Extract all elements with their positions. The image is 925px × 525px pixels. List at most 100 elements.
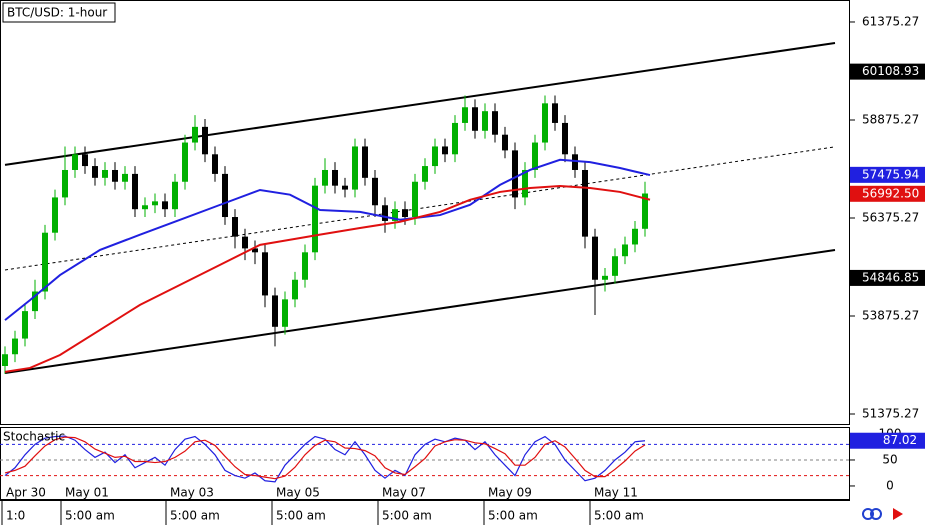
candle-body	[362, 146, 368, 178]
x-tick-time-label: 5:00 am	[382, 509, 432, 523]
candle-body	[532, 142, 538, 170]
candle-body	[502, 134, 508, 151]
stochastic-pane	[0, 427, 850, 500]
candle-body	[52, 197, 58, 233]
candle-body	[102, 169, 108, 178]
candle-body	[292, 279, 298, 300]
candle-body	[572, 154, 578, 170]
candle-body	[92, 166, 98, 178]
candle-body	[302, 252, 308, 280]
candle-body	[542, 103, 548, 143]
candle-body	[382, 205, 388, 221]
chart-title: BTC/USD: 1-hour	[7, 6, 107, 20]
y-tick-label: 51375.27	[862, 407, 919, 421]
title-box	[2, 2, 116, 23]
candle-body	[552, 103, 558, 123]
candle-body	[462, 107, 468, 123]
candle-body	[132, 173, 138, 210]
candle-body	[562, 122, 568, 155]
price-marker-label: 60108.93	[862, 64, 919, 78]
candle-body	[332, 169, 338, 186]
moving-average	[4, 158, 651, 321]
candle-body	[472, 107, 478, 131]
candle-body	[392, 209, 398, 221]
candle-body	[602, 275, 608, 280]
main-pane	[0, 0, 850, 425]
candle-body	[202, 126, 208, 155]
candle-body	[582, 169, 588, 237]
link-icon[interactable]	[870, 508, 882, 520]
x-tick-time-label: 5:00 am	[170, 509, 220, 523]
x-tick-time-label: 5:00 am	[488, 509, 538, 523]
x-tick-label: May 01	[65, 486, 109, 500]
candle-body	[522, 169, 528, 198]
arrow-icon[interactable]	[893, 508, 903, 520]
y-tick-label: 56375.27	[862, 210, 919, 224]
candle-body	[262, 252, 268, 296]
candle-body	[272, 295, 278, 327]
moving-average	[4, 185, 651, 373]
stochastic-line	[4, 435, 646, 483]
candle-body	[422, 166, 428, 182]
y-tick-label: 53875.27	[862, 309, 919, 323]
price-marker	[850, 63, 925, 80]
candle-body	[192, 126, 198, 143]
candle-body	[172, 181, 178, 210]
candle-body	[152, 201, 158, 206]
x-tick-time-label: 1:0	[6, 509, 25, 523]
stochastic-marker-label: 87.02	[883, 433, 917, 447]
candle-body	[342, 185, 348, 190]
candle-body	[232, 217, 238, 237]
x-tick-label: May 09	[488, 486, 532, 500]
candle-body	[22, 311, 28, 339]
candle-body	[222, 173, 228, 218]
link-icon[interactable]	[862, 508, 874, 520]
price-marker-label: 56992.50	[862, 186, 919, 200]
candle-body	[402, 209, 408, 218]
candle-body	[372, 177, 378, 206]
candle-body	[592, 236, 598, 280]
price-marker	[850, 269, 925, 286]
candle-body	[352, 146, 358, 190]
candle-body	[282, 299, 288, 327]
candle-body	[212, 154, 218, 174]
candle-body	[452, 122, 458, 155]
x-tick-label: Apr 30	[6, 486, 46, 500]
price-marker	[850, 166, 925, 183]
x-tick-label: May 11	[594, 486, 638, 500]
candle-body	[432, 146, 438, 167]
candle-body	[122, 173, 128, 182]
y-tick-label: 58875.27	[862, 112, 919, 126]
candle-body	[12, 338, 18, 355]
trendline	[4, 146, 836, 271]
stochastic-y-tick-label: 0	[886, 478, 894, 492]
candle-body	[632, 228, 638, 245]
candle-body	[32, 291, 38, 312]
candle-body	[482, 111, 488, 131]
toolbar-icons[interactable]	[862, 508, 903, 520]
trendline	[4, 248, 836, 375]
x-tick-time-label: 5:00 am	[276, 509, 326, 523]
x-tick-label: May 07	[382, 486, 426, 500]
candle-body	[242, 236, 248, 249]
x-tick-time-label: 5:00 am	[65, 509, 115, 523]
x-tick-label: May 03	[170, 486, 214, 500]
candle-body	[112, 169, 118, 182]
candle-body	[182, 142, 188, 182]
stochastic-marker	[850, 432, 925, 449]
candle-body	[252, 248, 258, 253]
price-marker-label: 57475.94	[862, 167, 919, 181]
candle-body	[72, 154, 78, 170]
stochastic-y-tick-label: 50	[882, 452, 897, 466]
candle-body	[62, 169, 68, 198]
candle-body	[442, 146, 448, 155]
y-tick-label: 61375.27	[862, 14, 919, 28]
candle-body	[622, 244, 628, 257]
price-marker	[850, 185, 925, 202]
candle-body	[642, 193, 648, 229]
candle-body	[142, 205, 148, 210]
candle-body	[312, 185, 318, 253]
x-tick-label: May 05	[276, 486, 320, 500]
candle-body	[512, 150, 518, 198]
